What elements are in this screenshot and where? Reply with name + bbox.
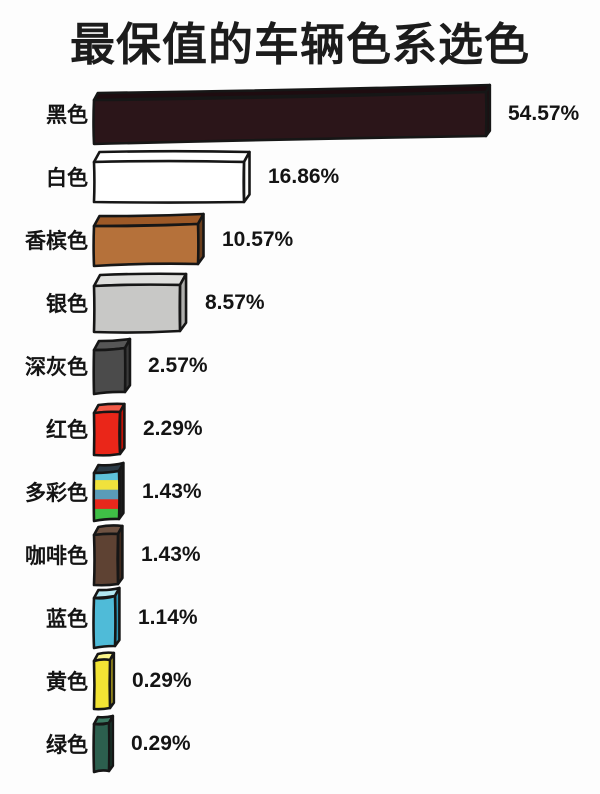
category-label: 黑色 [46,104,88,127]
bar-container [90,649,120,713]
category-label: 蓝色 [46,608,88,631]
category-label: 黄色 [46,671,88,694]
bar-container [90,712,119,776]
value-label: 1.43% [142,480,202,503]
category-label: 深灰色 [25,356,88,379]
bar-container [90,148,256,206]
bar-chart: 黑色 54.57% 白色 16.86% 香槟色 10.57% 银色 8.57% 深灰色 2.57%… [0,83,600,776]
value-label: 8.57% [205,291,265,314]
chart-row-dark-gray: 深灰色 2.57% [0,335,600,398]
bar-container [90,270,193,336]
value-label: 1.43% [141,543,201,566]
category-label: 银色 [46,293,88,316]
chart-row-white: 白色 16.86% [0,146,600,209]
chart-row-red: 红色 2.29% [0,398,600,461]
chart-row-champagne: 香槟色 10.57% [0,209,600,272]
category-label: 多彩色 [25,482,88,505]
bar-red [92,402,126,457]
value-label: 54.57% [508,102,580,125]
value-label: 2.29% [143,417,203,440]
category-label: 绿色 [46,734,88,757]
bar-champagne [92,212,205,268]
bar-container [90,81,496,148]
bar-container [90,335,136,398]
value-label: 0.29% [131,732,191,755]
value-label: 1.14% [138,606,198,629]
bar-container [90,400,131,459]
bar-black [92,83,492,145]
category-label: 香槟色 [25,230,88,253]
chart-row-green: 绿色 0.29% [0,713,600,776]
chart-row-coffee: 咖啡色 1.43% [0,522,600,589]
bar-white [92,149,251,204]
chart-row-multicolor: 多彩色 1.43% [0,461,600,524]
value-label: 2.57% [148,354,208,377]
chart-row-silver: 银色 8.57% [0,272,600,335]
value-label: 0.29% [132,669,192,692]
chart-row-blue: 蓝色 1.14% [0,584,600,652]
bar-dark-gray [92,337,132,395]
bar-coffee [92,523,124,587]
bar-green [92,714,115,774]
chart-row-yellow: 黄色 0.29% [0,650,600,713]
value-label: 16.86% [268,165,340,188]
bar-container [90,210,210,270]
bar-silver [92,272,188,334]
bar-blue [92,586,121,650]
category-label: 红色 [46,419,88,442]
value-label: 10.57% [222,228,294,251]
bar-yellow [92,651,116,711]
bar-container [90,584,126,652]
category-label: 白色 [46,167,88,190]
chart-row-black: 黑色 54.57% [0,83,600,146]
chart-title: 最保值的车辆色系选色 [69,19,530,70]
bar-multicolor [92,461,125,523]
category-label: 咖啡色 [25,545,88,568]
bar-container [90,459,130,525]
bar-container [90,522,129,589]
